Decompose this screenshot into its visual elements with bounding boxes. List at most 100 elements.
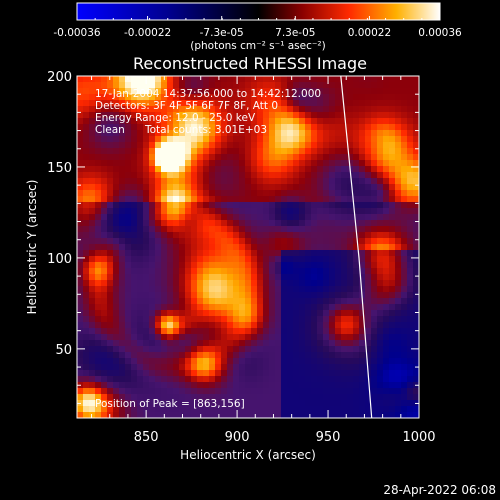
heatmap-cell: [407, 304, 414, 311]
heatmap-cell: [371, 118, 378, 125]
heatmap-cell: [257, 364, 264, 371]
heatmap-cell: [203, 364, 210, 371]
heatmap-cell: [377, 286, 384, 293]
heatmap-cell: [269, 112, 276, 119]
heatmap-cell: [413, 160, 419, 167]
heatmap-cell: [311, 160, 318, 167]
heatmap-cell: [107, 316, 114, 323]
heatmap-cell: [77, 88, 84, 95]
heatmap-cell: [371, 292, 378, 299]
heatmap-cell: [275, 376, 282, 383]
heatmap-cell: [101, 394, 108, 401]
heatmap-cell: [269, 256, 276, 263]
heatmap-cell: [251, 370, 258, 377]
heatmap-cell: [311, 178, 318, 185]
heatmap-cell: [209, 214, 216, 221]
heatmap-cell: [371, 370, 378, 377]
heatmap-cell: [395, 94, 402, 101]
heatmap-cell: [119, 172, 126, 179]
heatmap-cell: [77, 202, 84, 209]
heatmap-cell: [407, 352, 414, 359]
heatmap-cell: [251, 148, 258, 155]
heatmap-cell: [407, 400, 414, 407]
heatmap-cell: [365, 184, 372, 191]
heatmap-cell: [215, 400, 222, 407]
annotation-method: Clean: [95, 124, 125, 136]
heatmap-cell: [113, 256, 120, 263]
heatmap-cell: [293, 358, 300, 365]
heatmap-cell: [95, 142, 102, 149]
heatmap-cell: [113, 292, 120, 299]
heatmap-cell: [341, 262, 348, 269]
heatmap-cell: [275, 274, 282, 281]
heatmap-cell: [191, 352, 198, 359]
heatmap-cell: [149, 394, 156, 401]
heatmap-cell: [161, 130, 168, 137]
heatmap-cell: [209, 280, 216, 287]
heatmap-cell: [347, 412, 354, 418]
heatmap-cell: [119, 406, 126, 413]
heatmap-cell: [119, 316, 126, 323]
heatmap-cell: [95, 166, 102, 173]
heatmap-cell: [323, 124, 330, 131]
heatmap-cell: [311, 190, 318, 197]
heatmap-cell: [245, 280, 252, 287]
heatmap-cell: [203, 136, 210, 143]
heatmap-cell: [89, 238, 96, 245]
heatmap-cell: [311, 394, 318, 401]
heatmap-cell: [347, 310, 354, 317]
heatmap-cell: [335, 334, 342, 341]
heatmap-cell: [269, 394, 276, 401]
heatmap-cell: [239, 376, 246, 383]
heatmap-cell: [305, 376, 312, 383]
heatmap-cell: [155, 220, 162, 227]
heatmap-cell: [77, 280, 84, 287]
heatmap-cell: [89, 190, 96, 197]
heatmap-cell: [179, 202, 186, 209]
heatmap-cell: [335, 196, 342, 203]
heatmap-cell: [251, 220, 258, 227]
heatmap-cell: [377, 136, 384, 143]
heatmap-cell: [233, 256, 240, 263]
heatmap-cell: [401, 274, 408, 281]
heatmap-cell: [233, 190, 240, 197]
heatmap-cell: [257, 190, 264, 197]
heatmap-cell: [245, 154, 252, 161]
heatmap-cell: [167, 400, 174, 407]
heatmap-cell: [275, 340, 282, 347]
heatmap-cell: [275, 382, 282, 389]
heatmap-cell: [263, 394, 270, 401]
heatmap-cell: [185, 256, 192, 263]
heatmap-cell: [155, 142, 162, 149]
heatmap-cell: [275, 160, 282, 167]
heatmap-cell: [311, 304, 318, 311]
heatmap-cell: [311, 358, 318, 365]
heatmap-cell: [401, 166, 408, 173]
heatmap-cell: [209, 220, 216, 227]
heatmap-cell: [107, 76, 114, 83]
heatmap-cell: [95, 100, 102, 107]
heatmap-cell: [83, 394, 90, 401]
heatmap-cell: [137, 268, 144, 275]
heatmap-cell: [137, 256, 144, 263]
heatmap-cell: [305, 250, 312, 257]
heatmap-cell: [119, 166, 126, 173]
heatmap-cell: [89, 286, 96, 293]
heatmap-cell: [203, 322, 210, 329]
heatmap-cell: [221, 94, 228, 101]
heatmap-cell: [353, 328, 360, 335]
heatmap-cell: [383, 334, 390, 341]
heatmap-cell: [227, 100, 234, 107]
heatmap-cell: [197, 352, 204, 359]
heatmap-cell: [281, 286, 288, 293]
heatmap-cell: [215, 112, 222, 119]
heatmap-cell: [89, 232, 96, 239]
heatmap-cell: [89, 358, 96, 365]
heatmap-cell: [395, 334, 402, 341]
heatmap-cell: [107, 220, 114, 227]
heatmap-cell: [329, 190, 336, 197]
heatmap-cell: [323, 280, 330, 287]
heatmap-cell: [137, 154, 144, 161]
heatmap-cell: [197, 238, 204, 245]
heatmap-cell: [155, 226, 162, 233]
